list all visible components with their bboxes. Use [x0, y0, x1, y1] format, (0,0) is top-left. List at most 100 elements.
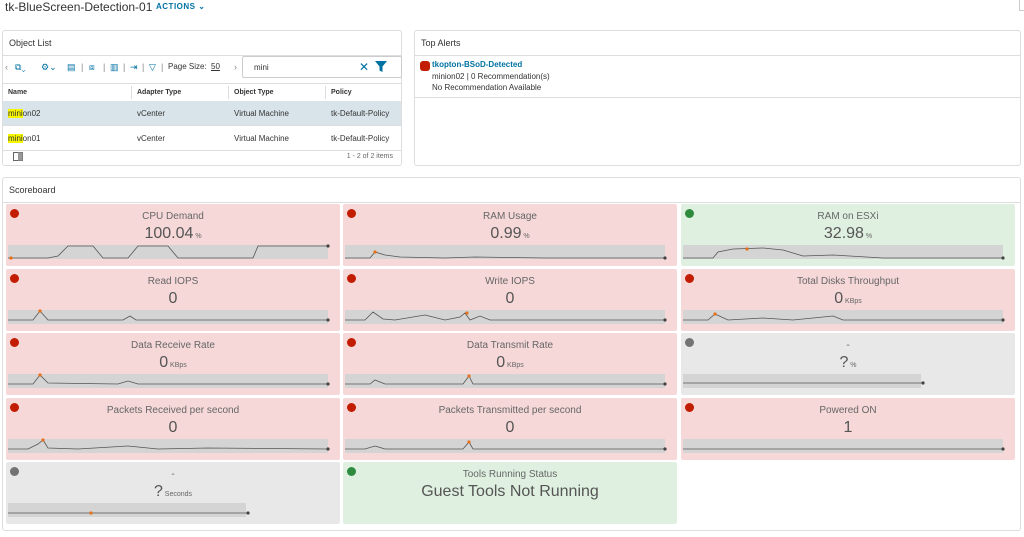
actions-menu-button[interactable]: ACTIONS ⌄: [156, 2, 205, 11]
scoreboard-tile[interactable]: Data Transmit Rate 0 KBps: [343, 333, 677, 395]
search-highlight: mini: [8, 109, 23, 118]
sparkline-end-marker: [326, 447, 330, 451]
tile-title: Powered ON: [819, 405, 877, 416]
tile-value-number: 0.99: [490, 225, 522, 242]
page-size-input[interactable]: 50: [211, 62, 220, 71]
column-header-name[interactable]: Name: [8, 89, 28, 96]
tile-value-number: 0: [834, 290, 844, 307]
tile-title: Packets Received per second: [106, 405, 240, 416]
tile-title: Read IOPS: [147, 276, 199, 287]
sparkline-peak-marker: [41, 438, 45, 442]
sparkline-band: [345, 374, 665, 388]
filter-icon[interactable]: [375, 61, 387, 73]
tile-unit: Seconds: [162, 491, 193, 498]
scoreboard-tile[interactable]: Write IOPS 0: [343, 269, 677, 331]
sparkline-band: [345, 245, 665, 259]
sparkline-peak-marker: [467, 440, 471, 444]
column-header-adapter-type[interactable]: Adapter Type: [137, 89, 182, 96]
sparkline-peak-marker: [38, 309, 42, 313]
row-adapter-type: vCenter: [137, 134, 166, 143]
sparkline: [345, 439, 667, 453]
sparkline-line: [345, 375, 665, 385]
export-icon[interactable]: ⇥: [130, 62, 138, 72]
divider: [3, 55, 401, 56]
sparkline-end-marker: [663, 382, 667, 386]
separator: |: [123, 62, 126, 72]
chevron-left-icon[interactable]: ‹: [5, 62, 8, 72]
scoreboard-tile[interactable]: -? %: [681, 333, 1015, 395]
object-list-panel: Object List ‹ ⧉⌄ ⚙⌄ ▤ | ⧈ | ▥ | ⇥ | ▽ | …: [2, 30, 402, 166]
sparkline: [8, 438, 330, 453]
tile-value: 0: [343, 419, 677, 437]
scoreboard-tile[interactable]: Total Disks Throughput 0 KBps: [681, 269, 1015, 331]
row-adapter-type: vCenter: [137, 109, 166, 118]
separator: |: [142, 62, 145, 72]
column-header-object-type[interactable]: Object Type: [234, 89, 274, 96]
tile-unit: KBps: [505, 362, 524, 369]
sparkline: [683, 245, 1005, 260]
sparkline-band: [683, 439, 1003, 453]
status-dot-icon: [347, 274, 356, 283]
scoreboard-tile[interactable]: -? Seconds: [6, 462, 340, 524]
sparkline: [8, 309, 330, 324]
tile-value: 32.98 %: [681, 225, 1015, 243]
sparkline-end-marker: [1001, 256, 1005, 260]
scoreboard-tile[interactable]: RAM Usage 0.99 %: [343, 204, 677, 266]
row-object-type: Virtual Machine: [234, 109, 289, 118]
status-dot-icon: [347, 403, 356, 412]
table-footer: 1 - 2 of 2 items: [3, 146, 401, 166]
tile-value-number: 0: [505, 290, 515, 307]
filter-icon[interactable]: ▽: [149, 62, 156, 72]
column-toggle-icon[interactable]: [13, 152, 23, 161]
sparkline-line: [8, 310, 328, 321]
sparkline-line: [683, 247, 1003, 259]
scoreboard-tile[interactable]: RAM on ESXi 32.98 %: [681, 204, 1015, 266]
window-corner: [1019, 0, 1024, 11]
sparkline-line: [345, 251, 665, 259]
top-alerts-title: Top Alerts: [421, 38, 461, 48]
scoreboard-tile[interactable]: Packets Transmitted per second 0: [343, 398, 677, 460]
sparkline-peak-marker: [38, 373, 42, 377]
column-header-policy[interactable]: Policy: [331, 89, 352, 96]
scoreboard-tile[interactable]: Read IOPS 0: [6, 269, 340, 331]
status-dot-icon: [347, 338, 356, 347]
search-field[interactable]: mini ✕: [242, 56, 402, 78]
chevron-down-icon: ⌄: [198, 2, 206, 11]
separator: |: [161, 62, 164, 72]
chevron-right-icon[interactable]: ›: [234, 62, 237, 72]
list-icon[interactable]: ▤: [67, 62, 76, 72]
search-highlight: mini: [8, 134, 23, 143]
close-icon[interactable]: ✕: [359, 60, 370, 74]
alert-link[interactable]: tkopton-BSoD-Detected: [432, 60, 523, 69]
search-input[interactable]: mini: [254, 63, 269, 72]
scoreboard-tile[interactable]: Packets Received per second 0: [6, 398, 340, 460]
sparkline-band: [8, 503, 246, 517]
sparkline: [345, 310, 667, 324]
sparkline-end-marker: [663, 447, 667, 451]
tile-unit: %: [848, 362, 857, 369]
tile-value: 0: [6, 419, 340, 437]
table-row[interactable]: minion01 vCenter Virtual Machine tk-Defa…: [3, 126, 401, 151]
alert-detail: minion02 | 0 Recommendation(s): [432, 72, 550, 81]
row-name: minion02: [8, 109, 40, 118]
copy-icon[interactable]: ⧈: [89, 62, 95, 72]
divider: [415, 55, 1020, 56]
scoreboard-tile[interactable]: Tools Running Status Guest Tools Not Runn…: [343, 462, 677, 524]
tile-value: 0 KBps: [343, 354, 677, 372]
divider: [415, 97, 1020, 98]
status-dot-icon: [685, 338, 694, 347]
scoreboard-tile[interactable]: Powered ON 1: [681, 398, 1015, 460]
tile-title: Data Transmit Rate: [466, 340, 554, 351]
scoreboard-tile[interactable]: Data Receive Rate 0 KBps: [6, 333, 340, 395]
tile-value-number: ?: [839, 354, 849, 371]
sparkline: [8, 373, 330, 388]
scoreboard-tile[interactable]: CPU Demand 100.04 %: [6, 204, 340, 266]
chart-icon[interactable]: ▥: [110, 62, 119, 72]
row-object-type: Virtual Machine: [234, 134, 289, 143]
row-name-rest: on01: [22, 134, 41, 143]
gear-icon[interactable]: ⚙⌄: [41, 62, 57, 72]
tile-value: ? %: [681, 354, 1015, 372]
row-policy: tk-Default-Policy: [331, 109, 390, 118]
relationship-icon[interactable]: ⧉⌄: [15, 62, 26, 72]
table-row[interactable]: minion02 vCenter Virtual Machine tk-Defa…: [3, 101, 401, 126]
